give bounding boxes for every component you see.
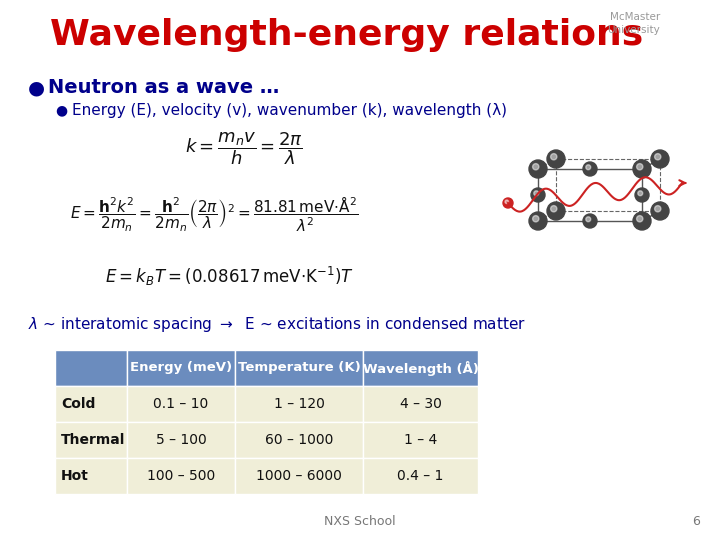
Text: 100 – 500: 100 – 500 [147,469,215,483]
Circle shape [636,215,643,222]
FancyBboxPatch shape [127,350,235,386]
Text: Neutron as a wave …: Neutron as a wave … [48,78,279,97]
Text: 0.4 – 1: 0.4 – 1 [397,469,444,483]
Circle shape [651,202,669,220]
Circle shape [529,160,547,178]
Circle shape [654,153,661,160]
Circle shape [636,164,643,170]
Circle shape [651,150,669,168]
FancyBboxPatch shape [363,350,478,386]
Text: Energy (meV): Energy (meV) [130,361,232,375]
FancyBboxPatch shape [127,458,235,494]
Text: 1000 – 6000: 1000 – 6000 [256,469,342,483]
FancyBboxPatch shape [363,458,478,494]
Text: 1 – 120: 1 – 120 [274,397,325,411]
Circle shape [503,198,513,208]
Circle shape [583,162,597,176]
Text: 60 – 1000: 60 – 1000 [265,433,333,447]
Text: $E = k_B T = \left(0.08617\,\mathrm{meV{\cdot}K^{-1}}\right)T$: $E = k_B T = \left(0.08617\,\mathrm{meV{… [105,265,354,288]
Circle shape [551,153,557,160]
Text: Energy (E), velocity (v), wavenumber (k), wavelength (λ): Energy (E), velocity (v), wavenumber (k)… [72,103,507,118]
FancyBboxPatch shape [235,422,363,458]
Circle shape [633,160,651,178]
Circle shape [531,188,545,202]
Text: 5 – 100: 5 – 100 [156,433,207,447]
Text: ●: ● [55,103,67,117]
Text: Thermal: Thermal [61,433,125,447]
Text: Temperature (K): Temperature (K) [238,361,361,375]
FancyBboxPatch shape [235,350,363,386]
Text: $k = \dfrac{m_n v}{h} = \dfrac{2\pi}{\lambda}$: $k = \dfrac{m_n v}{h} = \dfrac{2\pi}{\la… [185,130,303,167]
Text: NXS School: NXS School [324,515,396,528]
FancyBboxPatch shape [363,386,478,422]
Circle shape [529,212,547,230]
Circle shape [583,214,597,228]
Text: $E = \dfrac{\mathbf{h}^2 k^2}{2m_n} = \dfrac{\mathbf{h}^2}{2m_n}\left(\dfrac{2\p: $E = \dfrac{\mathbf{h}^2 k^2}{2m_n} = \d… [70,195,359,234]
FancyBboxPatch shape [55,386,127,422]
Text: Cold: Cold [61,397,95,411]
Text: $\lambda$ ~ interatomic spacing $\rightarrow$  E ~ excitations in condensed matt: $\lambda$ ~ interatomic spacing $\righta… [28,315,526,334]
Circle shape [633,212,651,230]
FancyBboxPatch shape [127,386,235,422]
Circle shape [586,217,590,222]
Text: 1 – 4: 1 – 4 [404,433,437,447]
Circle shape [638,191,643,195]
Circle shape [551,206,557,212]
Circle shape [533,164,539,170]
Text: 0.1 – 10: 0.1 – 10 [153,397,209,411]
Text: McMaster
University: McMaster University [607,12,660,35]
Text: ●: ● [28,78,45,97]
Text: Wavelength-energy relations: Wavelength-energy relations [50,18,643,52]
FancyBboxPatch shape [127,422,235,458]
FancyBboxPatch shape [55,350,127,386]
FancyBboxPatch shape [55,458,127,494]
Circle shape [547,150,565,168]
Circle shape [533,215,539,222]
FancyBboxPatch shape [235,458,363,494]
FancyBboxPatch shape [235,386,363,422]
Text: 6: 6 [692,515,700,528]
Text: Hot: Hot [61,469,89,483]
FancyBboxPatch shape [55,422,127,458]
Circle shape [635,188,649,202]
Text: Wavelength (Å): Wavelength (Å) [363,361,478,375]
FancyBboxPatch shape [363,422,478,458]
Circle shape [505,200,508,204]
Circle shape [547,202,565,220]
Circle shape [534,191,539,195]
Circle shape [586,165,590,170]
Text: 4 – 30: 4 – 30 [400,397,441,411]
Circle shape [654,206,661,212]
